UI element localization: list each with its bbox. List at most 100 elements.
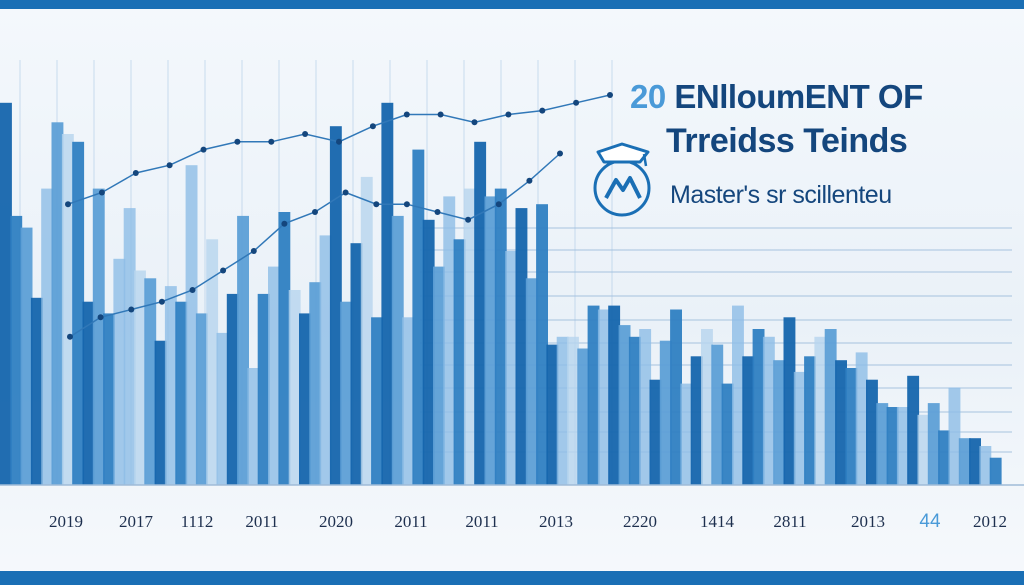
trend-line-lower-point — [189, 287, 196, 293]
trend-line-upper-point — [268, 138, 275, 145]
bar — [402, 317, 414, 485]
bar — [247, 368, 260, 485]
bar — [494, 188, 507, 485]
bar — [587, 305, 600, 485]
trend-line-lower-point — [128, 306, 135, 313]
trend-line-upper-point — [369, 123, 376, 130]
trend-line-lower-point — [158, 298, 165, 305]
bar — [144, 278, 157, 485]
bar — [134, 270, 146, 485]
trend-line-upper-point — [403, 111, 410, 118]
bar — [989, 457, 1002, 485]
bar — [536, 204, 548, 485]
trend-line-lower-point — [281, 220, 288, 227]
bar — [20, 227, 33, 485]
x-tick-label: 2019 — [49, 512, 83, 531]
bar — [732, 305, 744, 485]
bar — [154, 340, 167, 485]
trend-line-upper-point — [437, 111, 444, 118]
trend-line-lower-point — [67, 333, 73, 340]
bar — [51, 122, 64, 486]
bar — [299, 313, 311, 485]
trend-line-lower-point — [465, 216, 472, 223]
x-tick-label: 2013 — [539, 512, 573, 531]
bar — [484, 196, 497, 485]
trend-line-upper-point — [471, 119, 478, 126]
trend-line-upper-point — [607, 92, 613, 98]
trend-line-upper-point — [98, 189, 105, 196]
trend-line-lower-point — [250, 248, 257, 254]
bar — [546, 344, 559, 485]
bar — [814, 336, 827, 485]
bar — [360, 176, 373, 485]
bar — [278, 212, 291, 485]
x-tick-label: 2811 — [773, 512, 806, 531]
x-tick-label: 2012 — [973, 512, 1007, 531]
trend-line-lower-point — [220, 267, 227, 274]
bar — [216, 332, 229, 485]
bar — [773, 360, 786, 485]
bar — [463, 188, 476, 485]
bar — [742, 356, 755, 485]
trend-line-lower-point — [557, 150, 563, 157]
title-line1-text: ENlloumENT OF — [674, 78, 923, 115]
top-frame-bar — [0, 0, 1024, 9]
bar — [886, 407, 899, 485]
x-tick-label: 2011 — [245, 512, 278, 531]
bar — [175, 301, 188, 485]
bar — [474, 141, 487, 486]
bar — [329, 126, 342, 485]
x-tick-label: 1112 — [181, 512, 214, 531]
graduation-globe-icon — [593, 142, 651, 217]
bar — [927, 403, 940, 485]
bar — [577, 348, 590, 485]
bar — [288, 290, 301, 485]
trend-line-lower-point — [434, 209, 441, 215]
trend-line-lower-point — [495, 201, 502, 208]
chart-title-line1: 20 ENlloumENT OF — [630, 78, 1020, 116]
bar — [433, 266, 445, 485]
chart-title-line2: Trreidss Teinds — [666, 122, 908, 160]
bar — [876, 403, 889, 485]
trend-line-lower-point — [373, 201, 380, 208]
trend-line-lower-point — [526, 177, 533, 184]
trend-lines — [65, 92, 613, 340]
bar — [824, 329, 837, 485]
bar — [701, 329, 713, 485]
x-tick-label: 2013 — [851, 512, 885, 531]
bar — [412, 149, 425, 485]
trend-line-upper-point — [234, 138, 241, 145]
x-tick-label: 2017 — [119, 512, 154, 531]
bar — [804, 356, 816, 485]
trend-line-upper-point — [132, 170, 139, 176]
bar — [896, 407, 909, 485]
bar — [721, 383, 734, 485]
bar — [515, 208, 528, 485]
x-tick-label: 2011 — [465, 512, 498, 531]
bar — [10, 215, 23, 485]
bar — [185, 165, 198, 485]
bar — [340, 301, 353, 485]
bar — [762, 336, 775, 485]
bar — [793, 371, 806, 485]
bar — [907, 375, 920, 485]
trend-line-upper-point — [166, 162, 173, 169]
bar — [443, 196, 456, 485]
bar — [948, 387, 961, 485]
bar — [608, 305, 621, 485]
bar — [639, 329, 652, 485]
trend-line-lower-point — [342, 189, 349, 196]
bar — [371, 317, 383, 485]
bar — [0, 102, 12, 486]
bar — [422, 219, 435, 486]
bar — [938, 430, 950, 485]
bar — [82, 301, 95, 485]
bar — [92, 188, 105, 485]
bar — [556, 336, 569, 485]
bar — [206, 239, 219, 485]
bar — [103, 313, 115, 485]
bar — [690, 356, 703, 485]
bar — [618, 325, 631, 485]
trend-line-upper-point — [336, 138, 342, 145]
